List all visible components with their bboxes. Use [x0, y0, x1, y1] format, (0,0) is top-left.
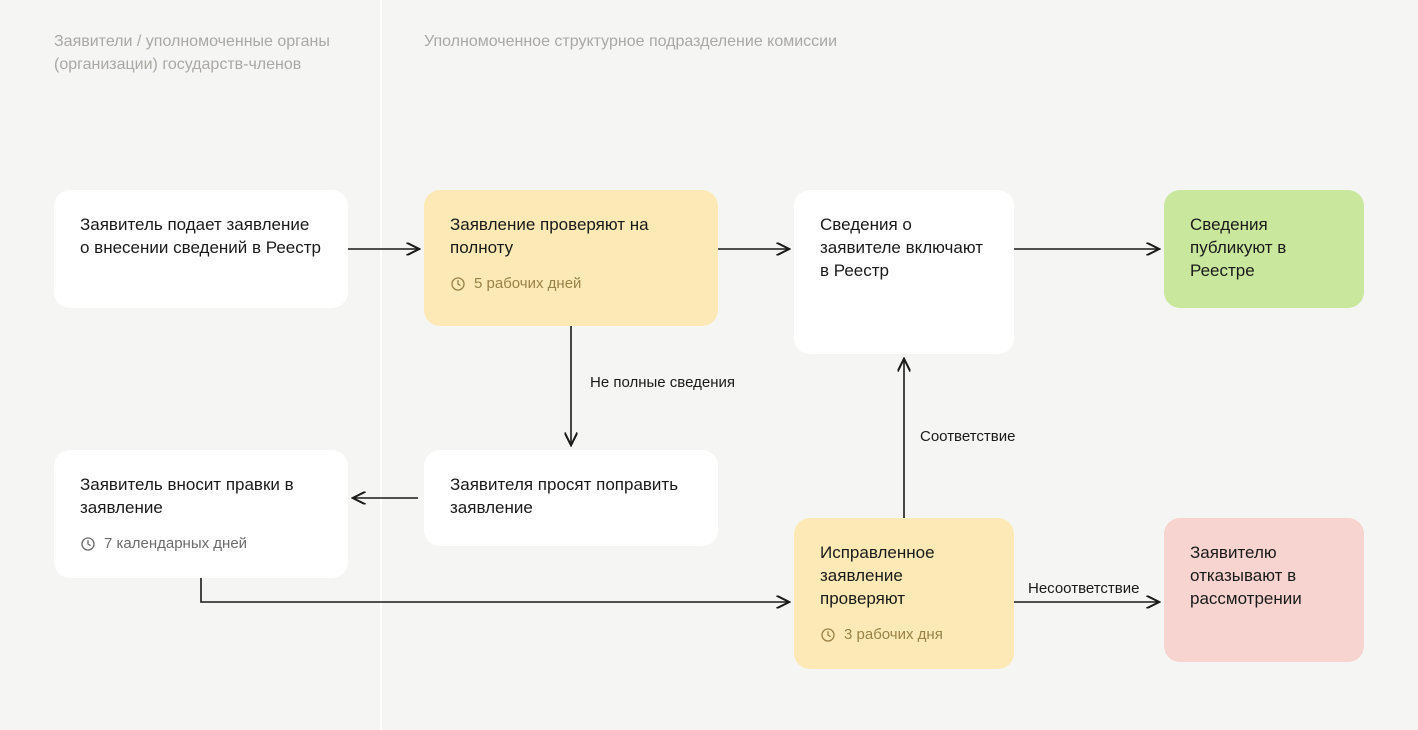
node-duration: 7 календарных дней: [80, 534, 322, 554]
node-duration-text: 3 рабочих дня: [844, 625, 943, 645]
edge-label: Несоответствие: [1028, 580, 1139, 597]
node-title: Заявитель вносит правки в заявление: [80, 474, 322, 520]
node-title: Сведения о заявителе включают в Реестр: [820, 214, 988, 283]
node-title: Заявителю отказывают в рассмотрении: [1190, 542, 1338, 611]
node-recheck-corrected: Исправленное заявление проверяют 3 рабоч…: [794, 518, 1014, 669]
node-submit-application: Заявитель подает заявление о внесении св…: [54, 190, 348, 308]
node-duration: 5 рабочих дней: [450, 274, 692, 294]
node-title: Заявитель подает заявление о внесении св…: [80, 214, 322, 260]
node-applicant-corrects: Заявитель вносит правки в заявление 7 ка…: [54, 450, 348, 578]
lane-header-text: Заявители / уполномоченные органы (орган…: [54, 33, 330, 73]
node-duration-text: 5 рабочих дней: [474, 274, 581, 294]
edge-label: Соответствие: [920, 428, 1015, 445]
node-duration-text: 7 календарных дней: [104, 534, 247, 554]
node-title: Заявление проверяют на полноту: [450, 214, 692, 260]
lane-header-text: Уполномоченное структурное подразделение…: [424, 33, 837, 50]
clock-icon: [450, 276, 466, 292]
node-publish-registry: Сведения публикуют в Реестре: [1164, 190, 1364, 308]
flowchart-canvas: Заявители / уполномоченные органы (орган…: [0, 0, 1418, 730]
node-duration: 3 рабочих дня: [820, 625, 988, 645]
node-request-corrections: Заявителя просят поправить заявление: [424, 450, 718, 546]
edge: [201, 578, 788, 602]
clock-icon: [80, 536, 96, 552]
edge-label: Не полные сведения: [590, 374, 735, 391]
clock-icon: [820, 627, 836, 643]
node-title: Заявителя просят поправить заявление: [450, 474, 692, 520]
node-title: Сведения публикуют в Реестре: [1190, 214, 1338, 283]
lane-header-commission: Уполномоченное структурное подразделение…: [424, 30, 1024, 53]
lane-header-applicants: Заявители / уполномоченные органы (орган…: [54, 30, 354, 76]
node-check-completeness: Заявление проверяют на полноту 5 рабочих…: [424, 190, 718, 326]
lane-divider: [380, 0, 382, 730]
node-include-in-registry: Сведения о заявителе включают в Реестр: [794, 190, 1014, 354]
node-reject: Заявителю отказывают в рассмотрении: [1164, 518, 1364, 662]
node-title: Исправленное заявление проверяют: [820, 542, 988, 611]
